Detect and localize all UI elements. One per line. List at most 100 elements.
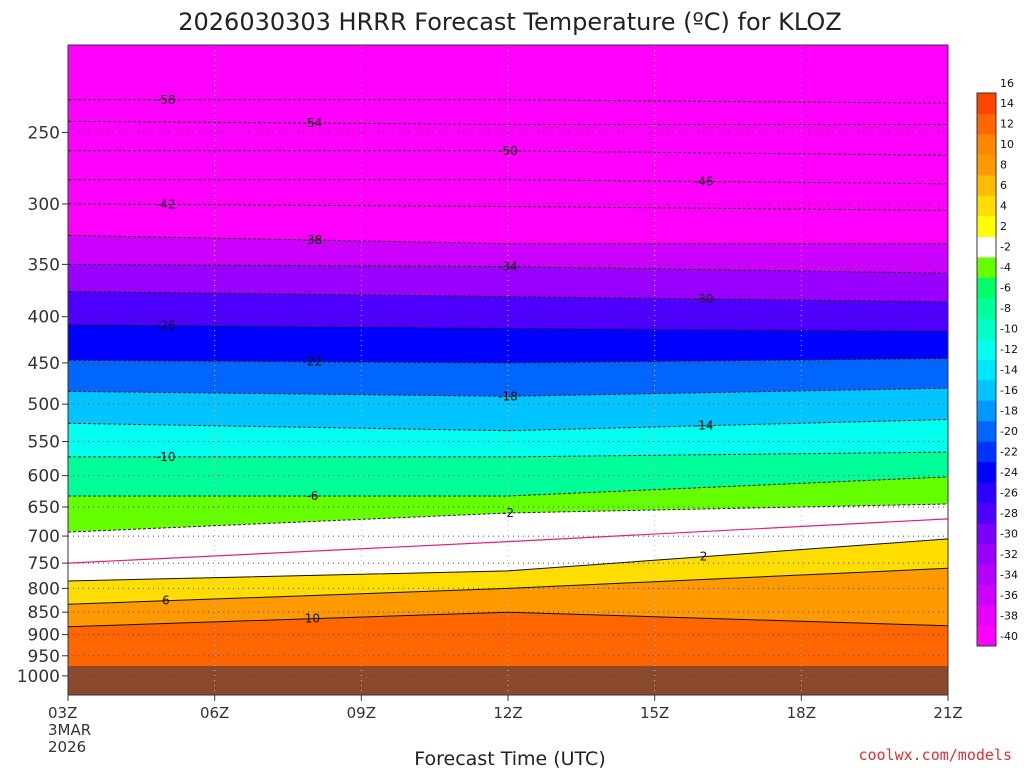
x-axis-ticks: 03Z 06Z 09Z 12Z 15Z 18Z 21Z xyxy=(48,695,963,722)
colorbar-frame xyxy=(976,92,997,647)
colorbar-swatch xyxy=(977,256,996,278)
isotherm-label: -22 xyxy=(303,355,323,369)
colorbar-label: -14 xyxy=(1000,364,1018,377)
colorbar-label: -38 xyxy=(1000,609,1018,622)
colorbar-label: 8 xyxy=(1000,159,1007,172)
colorbar-swatch xyxy=(977,502,996,524)
x-axis-label: Forecast Time (UTC) xyxy=(414,748,605,768)
colorbar-swatch xyxy=(977,359,996,381)
temperature-band xyxy=(68,235,948,274)
isotherm-label: -42 xyxy=(156,198,176,212)
isotherm-label: -50 xyxy=(498,144,518,158)
y-tick-label: 750 xyxy=(28,554,60,574)
colorbar-label: -2 xyxy=(1000,241,1011,254)
colorbar-label: -18 xyxy=(1000,404,1018,417)
colorbar-swatch xyxy=(977,482,996,504)
temperature-band xyxy=(68,99,948,125)
colorbar-swatch xyxy=(977,564,996,586)
plot-area: -58-54-50-46-42-38-34-30-26-22-18-14-10-… xyxy=(67,44,949,696)
temperature-band xyxy=(68,203,948,244)
colorbar-label: -28 xyxy=(1000,507,1018,520)
isotherm-line xyxy=(67,234,948,245)
x-tick-label: 18Z xyxy=(787,704,816,722)
colorbar-swatch xyxy=(977,113,996,135)
isotherm-label: 2 xyxy=(700,550,708,564)
colorbar-swatch xyxy=(977,93,996,114)
y-tick-label: 250 xyxy=(28,123,60,143)
colorbar-swatch xyxy=(977,584,996,606)
colorbar-swatch xyxy=(977,441,996,463)
y-tick-label: 850 xyxy=(28,603,60,623)
y-tick-label: 350 xyxy=(28,255,60,275)
colorbar-swatch xyxy=(977,625,996,647)
y-tick-label: 700 xyxy=(28,527,60,547)
y-tick-label: 550 xyxy=(28,433,60,453)
isotherm-line xyxy=(68,476,949,497)
colorbar-label: 14 xyxy=(1000,97,1014,110)
isotherm-line xyxy=(67,203,949,211)
x-tick-label: 03Z xyxy=(48,704,77,722)
colorbar-swatch xyxy=(977,133,996,155)
isotherm-line xyxy=(68,150,949,156)
isotherm-line xyxy=(67,263,949,274)
colorbar-swatch xyxy=(977,543,996,565)
isotherm-label: 10 xyxy=(305,612,320,626)
colorbar-swatch xyxy=(977,338,996,360)
isotherm-label: -2 xyxy=(502,506,514,520)
isotherm-label: -6 xyxy=(306,489,318,503)
y-tick-label: 650 xyxy=(28,498,60,518)
x-start-year: 2026 xyxy=(48,738,86,756)
isotherm-label: -14 xyxy=(694,419,714,433)
isotherm-label: 6 xyxy=(162,594,170,608)
colorbar-swatch xyxy=(977,215,996,237)
colorbar-label: -26 xyxy=(1000,486,1018,499)
freezing-line xyxy=(67,518,949,564)
colorbar-swatch xyxy=(977,420,996,442)
colorbar-swatch xyxy=(977,297,996,319)
y-axis-ticks: 250 300 350 400 450 500 550 600 650 700 750 800 850 9… xyxy=(17,123,68,687)
isotherm-label: -26 xyxy=(156,318,176,332)
y-tick-label: 300 xyxy=(28,195,60,215)
temperature-band xyxy=(68,358,948,397)
colorbar-swatch xyxy=(977,379,996,401)
near-freezing-band xyxy=(68,504,948,581)
isotherm-label: -10 xyxy=(156,450,176,464)
colorbar-label: -24 xyxy=(1000,466,1018,479)
colorbar-swatch xyxy=(977,174,996,196)
isotherm-line xyxy=(68,179,949,185)
isotherm-label: -38 xyxy=(303,233,323,247)
colorbar-swatch xyxy=(977,236,996,258)
colorbar-label: 10 xyxy=(1000,138,1014,151)
x-tick-label: 21Z xyxy=(933,704,962,722)
colorbar-label: -6 xyxy=(1000,282,1011,295)
y-tick-label: 400 xyxy=(28,308,60,328)
isotherm-line xyxy=(68,99,949,104)
colorbar-label: 6 xyxy=(1000,179,1007,192)
y-tick-label: 950 xyxy=(28,647,60,667)
isotherm-line xyxy=(67,611,949,628)
isotherm-line xyxy=(67,567,949,605)
colorbar-label: 4 xyxy=(1000,200,1007,213)
isotherm-line xyxy=(67,419,949,432)
isotherm-label: -58 xyxy=(156,93,176,107)
colorbar-label: -32 xyxy=(1000,548,1018,561)
colorbar-swatch xyxy=(977,400,996,422)
y-tick-label: 1000 xyxy=(17,667,60,687)
colorbar-label: -10 xyxy=(1000,323,1018,336)
chart-title: 2026030303 HRRR Forecast Temperature (ºC… xyxy=(178,8,842,36)
x-tick-label: 06Z xyxy=(200,704,229,722)
y-tick-label: 800 xyxy=(28,579,60,599)
y-tick-label: 600 xyxy=(28,467,60,487)
isotherm-line xyxy=(67,538,949,582)
colorbar-label: -20 xyxy=(1000,425,1018,438)
colorbar-label: -12 xyxy=(1000,343,1018,356)
colorbar-swatch xyxy=(977,277,996,299)
x-tick-label: 12Z xyxy=(493,704,522,722)
colorbar-label: -34 xyxy=(1000,568,1018,581)
colorbar-label: 16 xyxy=(1000,77,1014,90)
temperature-band xyxy=(68,388,948,431)
colorbar-swatch xyxy=(977,461,996,483)
colorbar-swatch xyxy=(977,523,996,545)
x-tick-label: 15Z xyxy=(640,704,669,722)
